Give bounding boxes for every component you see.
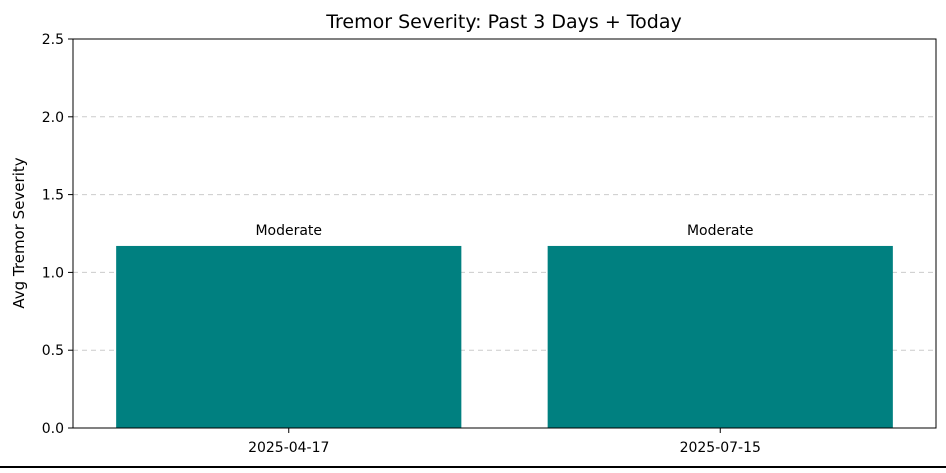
bar-value-label: Moderate: [255, 223, 322, 239]
bar: [116, 245, 462, 428]
plot-frame: [72, 38, 937, 429]
y-tick-label: 0.0: [42, 421, 64, 437]
bottom-divider: [0, 466, 946, 468]
x-axis-ticks: 2025-04-17 2025-07-15: [248, 428, 761, 456]
bar-value-label: Moderate: [687, 223, 754, 239]
y-axis-ticks: 0.0 0.5 1.0 1.5 2.0 2.5: [42, 32, 73, 437]
y-tick-label: 1.0: [42, 265, 64, 281]
x-tick-label: 2025-07-15: [680, 440, 761, 456]
bar: [547, 245, 893, 428]
y-tick-label: 1.5: [42, 188, 64, 204]
y-tick-label: 2.0: [42, 110, 64, 126]
y-tick-label: 2.5: [42, 32, 64, 48]
x-tick-label: 2025-04-17: [248, 440, 329, 456]
chart-title: Tremor Severity: Past 3 Days + Today: [325, 11, 682, 33]
y-axis-label: Avg Tremor Severity: [10, 157, 28, 308]
bars: [116, 245, 893, 428]
y-tick-label: 0.5: [42, 343, 64, 359]
bar-labels: Moderate Moderate: [255, 223, 753, 239]
